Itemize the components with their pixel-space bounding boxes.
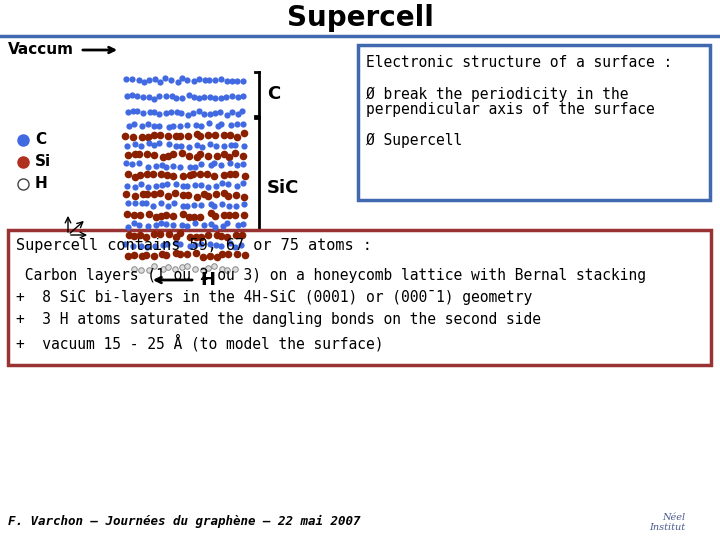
Text: H: H: [35, 177, 48, 192]
Text: Electronic structure of a surface :: Electronic structure of a surface :: [366, 55, 672, 70]
Text: H: H: [200, 271, 215, 289]
FancyBboxPatch shape: [8, 230, 711, 365]
Text: Si: Si: [35, 154, 51, 170]
Text: Vaccum: Vaccum: [8, 43, 74, 57]
Text: Carbon layers (1 ou 2 ou 3) on a honeycomb lattice with Bernal stacking: Carbon layers (1 ou 2 ou 3) on a honeyco…: [16, 268, 646, 283]
Text: C: C: [267, 85, 280, 103]
Text: C: C: [35, 132, 46, 147]
Text: +  8 SiC bi-layers in the 4H-SiC (0001) or (000¯1) geometry: + 8 SiC bi-layers in the 4H-SiC (0001) o…: [16, 290, 532, 305]
Text: F. Varchon – Journées du graphène – 22 mai 2007: F. Varchon – Journées du graphène – 22 m…: [8, 515, 361, 528]
Text: perpendicular axis of the surface: perpendicular axis of the surface: [366, 102, 654, 117]
Text: Supercell: Supercell: [287, 4, 433, 32]
Text: SiC: SiC: [267, 179, 300, 197]
Text: Ø Supercell: Ø Supercell: [366, 133, 462, 149]
FancyBboxPatch shape: [358, 45, 710, 200]
Text: Néel
Institut: Néel Institut: [649, 512, 685, 532]
Text: Supercell contains 59, 67 or 75 atoms :: Supercell contains 59, 67 or 75 atoms :: [16, 238, 372, 253]
Text: Ø break the periodicity in the: Ø break the periodicity in the: [366, 87, 629, 102]
Text: +  3 H atoms saturated the dangling bonds on the second side: + 3 H atoms saturated the dangling bonds…: [16, 312, 541, 327]
Text: +  vacuum 15 - 25 Å (to model the surface): + vacuum 15 - 25 Å (to model the surface…: [16, 334, 384, 352]
